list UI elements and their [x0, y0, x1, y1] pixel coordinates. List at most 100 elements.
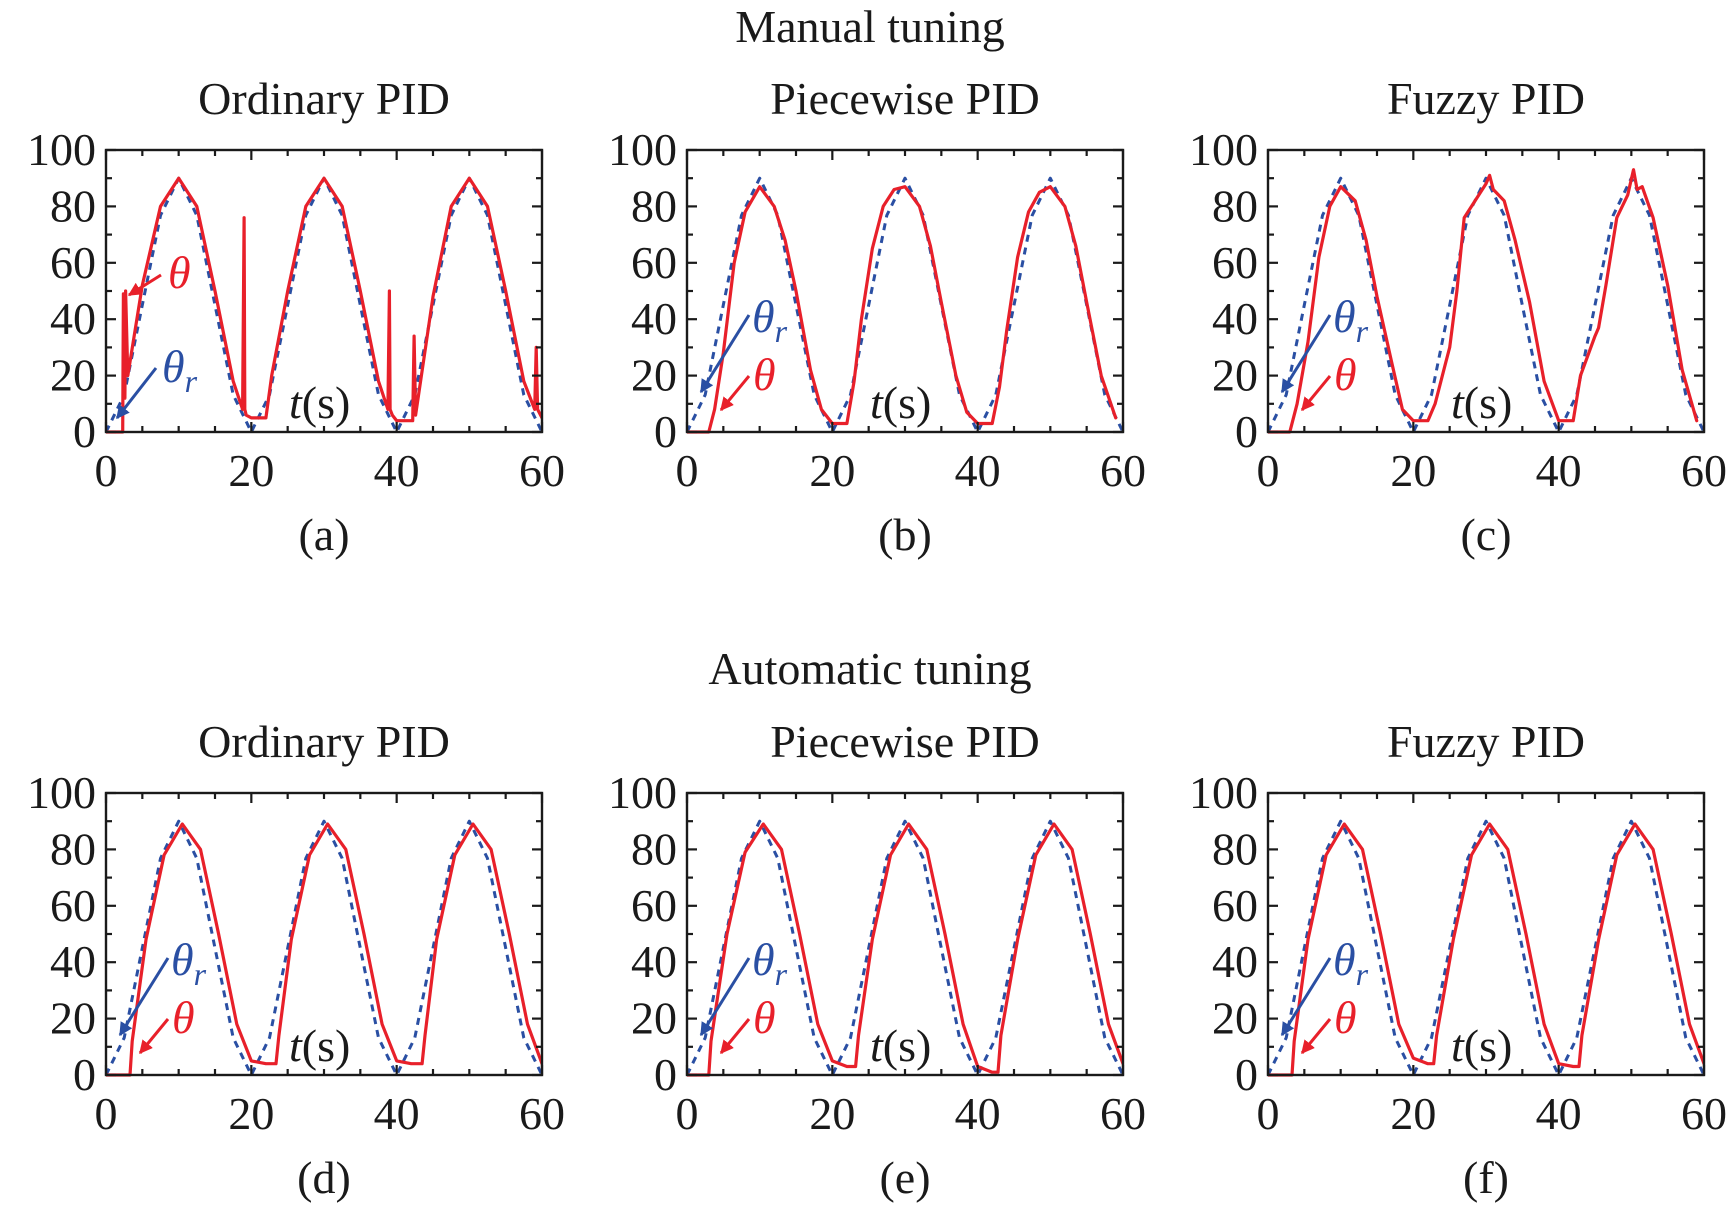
x-tick-label: 20	[1390, 445, 1436, 496]
x-axis-label: t(s)	[1451, 1020, 1512, 1071]
y-tick-label: 60	[631, 880, 677, 931]
theta-reference-line	[687, 819, 1123, 1077]
y-tick-label: 60	[1212, 237, 1258, 288]
x-axis-unit: (s)	[302, 377, 351, 428]
theta-label: θ	[172, 992, 195, 1043]
symbol-main: θ	[168, 247, 191, 298]
x-tick-label: 20	[809, 1088, 855, 1139]
y-tick-label: 100	[27, 767, 96, 818]
theta-r-label: θr	[752, 934, 788, 992]
symbol-subscript: r	[775, 956, 788, 992]
theta-measured-line	[687, 185, 1118, 434]
theta-r-arrow	[1280, 957, 1332, 1037]
x-tick-label: 60	[1681, 1088, 1727, 1139]
y-tick-label: 60	[631, 237, 677, 288]
symbol-main: θ	[1334, 349, 1357, 400]
theta-r-label: θr	[171, 934, 207, 992]
symbol-main: θ	[753, 992, 776, 1043]
panel-title: Ordinary PID	[198, 73, 450, 124]
x-axis-var: t	[870, 377, 884, 428]
x-axis-label: t(s)	[870, 377, 931, 428]
panel-label: (e)	[879, 1152, 930, 1203]
axis-ticks	[685, 791, 1125, 1077]
y-tick-label: 20	[1212, 350, 1258, 401]
theta-measured-line	[1268, 822, 1704, 1077]
y-tick-label: 80	[631, 823, 677, 874]
y-tick-label: 0	[654, 406, 677, 457]
theta-r-arrow	[699, 314, 751, 394]
y-tick-label: 100	[27, 124, 96, 175]
theta-label: θ	[753, 992, 776, 1043]
y-tick-label: 80	[1212, 823, 1258, 874]
x-tick-label: 40	[1536, 445, 1582, 496]
theta-label: θ	[1334, 349, 1357, 400]
x-tick-label: 20	[1390, 1088, 1436, 1139]
theta-measured-line	[106, 822, 542, 1077]
x-tick-label: 20	[228, 445, 274, 496]
y-tick-label: 60	[50, 237, 96, 288]
symbol-subscript: r	[194, 956, 207, 992]
theta-r-arrow	[115, 367, 158, 420]
y-tick-label: 20	[631, 350, 677, 401]
x-tick-label: 40	[1536, 1088, 1582, 1139]
theta-r-label: θr	[1333, 934, 1369, 992]
x-axis-var: t	[289, 377, 303, 428]
theta-r-label: θr	[162, 341, 198, 399]
symbol-main: θ	[1334, 992, 1357, 1043]
x-axis-label: t(s)	[289, 1020, 350, 1071]
axis-ticks	[1266, 148, 1706, 434]
row-title-automatic: Automatic tuning	[708, 643, 1031, 694]
panel-title: Piecewise PID	[770, 716, 1040, 767]
panel-title: Fuzzy PID	[1387, 73, 1585, 124]
x-axis-unit: (s)	[1464, 1020, 1513, 1071]
x-axis-label: t(s)	[870, 1020, 931, 1071]
symbol-subscript: r	[185, 363, 198, 399]
theta-label: θ	[168, 247, 191, 298]
y-tick-label: 100	[608, 767, 677, 818]
y-tick-label: 0	[73, 1049, 96, 1100]
y-tick-label: 100	[1189, 124, 1258, 175]
y-tick-label: 80	[50, 823, 96, 874]
y-tick-label: 20	[50, 993, 96, 1044]
x-axis-var: t	[870, 1020, 884, 1071]
theta-r-label: θr	[752, 291, 788, 349]
panel-title: Piecewise PID	[770, 73, 1040, 124]
panel-title: Ordinary PID	[198, 716, 450, 767]
x-tick-label: 40	[955, 445, 1001, 496]
x-axis-var: t	[1451, 1020, 1465, 1071]
axis-ticks	[1266, 791, 1706, 1077]
symbol-subscript: r	[1356, 313, 1369, 349]
symbol-subscript: r	[1356, 956, 1369, 992]
x-tick-label: 40	[955, 1088, 1001, 1139]
x-tick-label: 40	[374, 445, 420, 496]
x-axis-var: t	[1451, 377, 1465, 428]
symbol-main: θ	[1333, 934, 1356, 985]
symbol-main: θ	[752, 291, 775, 342]
x-axis-unit: (s)	[883, 377, 932, 428]
x-tick-label: 0	[1257, 445, 1280, 496]
symbol-main: θ	[172, 992, 195, 1043]
x-tick-label: 20	[809, 445, 855, 496]
y-tick-label: 80	[1212, 180, 1258, 231]
y-tick-label: 100	[608, 124, 677, 175]
theta-arrow	[1300, 375, 1332, 412]
y-tick-label: 80	[50, 180, 96, 231]
symbol-main: θ	[171, 934, 194, 985]
y-tick-label: 40	[631, 293, 677, 344]
y-tick-label: 40	[631, 936, 677, 987]
panel-label: (a)	[298, 509, 349, 560]
axis-ticks	[104, 148, 544, 434]
x-tick-label: 60	[1100, 445, 1146, 496]
theta-measured-line	[1268, 168, 1699, 434]
x-tick-label: 0	[95, 445, 118, 496]
theta-reference-line	[106, 819, 542, 1077]
theta-reference-line	[1268, 819, 1704, 1077]
panel-title: Fuzzy PID	[1387, 716, 1585, 767]
theta-arrow	[719, 1018, 751, 1055]
y-tick-label: 0	[1235, 406, 1258, 457]
